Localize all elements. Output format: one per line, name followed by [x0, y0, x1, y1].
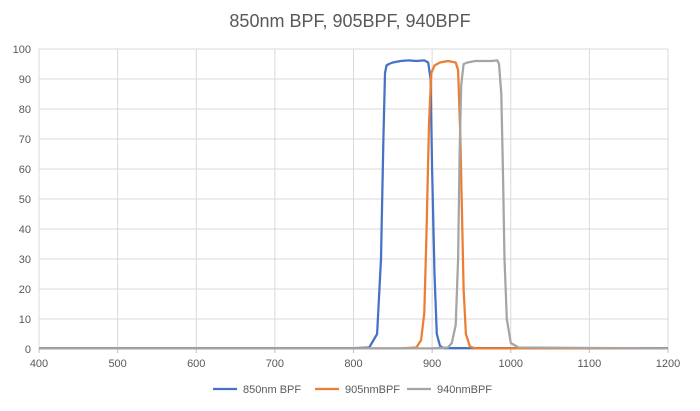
- chart-title: 850nm BPF, 905BPF, 940BPF: [229, 11, 470, 31]
- x-axis: 400 500 600 700 800 900 1000 1100 1200: [30, 349, 680, 370]
- y-tick-label: 0: [25, 344, 31, 356]
- legend-label-2: 905nmBPF: [345, 384, 400, 396]
- legend-label-3: 940nmBPF: [437, 384, 492, 396]
- x-tick-label: 1000: [499, 358, 523, 370]
- x-tick-label: 800: [344, 358, 362, 370]
- x-tick-label: 900: [423, 358, 441, 370]
- legend: 850nm BPF 905nmBPF 940nmBPF: [213, 384, 492, 396]
- x-tick-label: 600: [187, 358, 205, 370]
- legend-label-1: 850nm BPF: [243, 384, 301, 396]
- y-tick-label: 100: [13, 44, 31, 56]
- x-tick-label: 500: [108, 358, 126, 370]
- y-tick-label: 40: [19, 224, 31, 236]
- y-tick-label: 20: [19, 284, 31, 296]
- y-tick-label: 50: [19, 194, 31, 206]
- y-tick-label: 60: [19, 164, 31, 176]
- grid: [38, 48, 669, 350]
- y-tick-label: 70: [19, 134, 31, 146]
- series-line-2: [39, 59, 668, 350]
- y-tick-label: 10: [19, 314, 31, 326]
- y-axis: 0 10 20 30 40 50 60 70 80 90 100: [13, 44, 31, 356]
- x-tick-label: 1100: [578, 358, 602, 370]
- x-tick-label: 400: [30, 358, 48, 370]
- series-line-1: [39, 59, 668, 350]
- x-tick-label: 1200: [656, 358, 680, 370]
- x-tick-label: 700: [266, 358, 284, 370]
- y-tick-label: 30: [19, 254, 31, 266]
- y-tick-label: 80: [19, 104, 31, 116]
- plot-area: [39, 59, 669, 350]
- series-line-3: [39, 59, 669, 350]
- y-tick-label: 90: [19, 74, 31, 86]
